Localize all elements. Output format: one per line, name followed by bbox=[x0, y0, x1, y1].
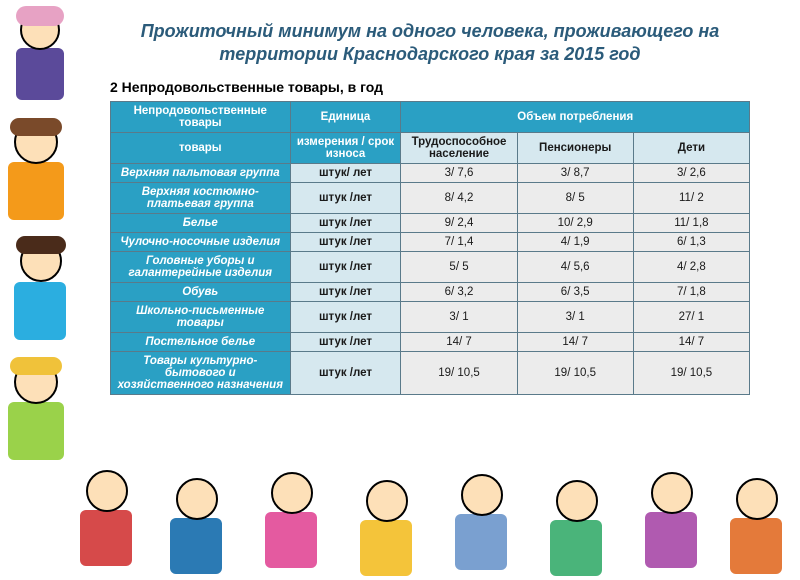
row-val-able: 14/ 7 bbox=[401, 333, 517, 352]
row-label: Верхняя пальтовая группа bbox=[111, 164, 291, 183]
col-goods-sub: товары bbox=[111, 133, 291, 164]
row-val-kids: 3/ 2,6 bbox=[633, 164, 749, 183]
table-header-row-2: товары измерения / срок износа Трудоспос… bbox=[111, 133, 750, 164]
row-val-kids: 27/ 1 bbox=[633, 302, 749, 333]
table-body: Верхняя пальтовая группаштук/ лет3/ 7,63… bbox=[111, 164, 750, 395]
table-header-row-1: Непродовольственные товары Единица Объем… bbox=[111, 102, 750, 133]
row-unit: штук /лет bbox=[290, 302, 401, 333]
row-val-kids: 11/ 1,8 bbox=[633, 214, 749, 233]
row-unit: штук /лет bbox=[290, 283, 401, 302]
table-row: Школьно-письменные товарыштук /лет3/ 13/… bbox=[111, 302, 750, 333]
row-val-pension: 4/ 5,6 bbox=[517, 252, 633, 283]
col-volume: Объем потребления bbox=[401, 102, 750, 133]
row-unit: штук /лет bbox=[290, 214, 401, 233]
col-kids: Дети bbox=[633, 133, 749, 164]
col-pension: Пенсионеры bbox=[517, 133, 633, 164]
title-line-1: Прожиточный минимум на одного человека, … bbox=[141, 21, 720, 41]
row-val-pension: 10/ 2,9 bbox=[517, 214, 633, 233]
row-val-kids: 19/ 10,5 bbox=[633, 352, 749, 395]
table-row: Верхняя костюмно-платьевая группаштук /л… bbox=[111, 183, 750, 214]
row-unit: штук /лет bbox=[290, 352, 401, 395]
row-val-able: 9/ 2,4 bbox=[401, 214, 517, 233]
row-label: Товары культурно-бытового и хозяйственно… bbox=[111, 352, 291, 395]
row-val-able: 5/ 5 bbox=[401, 252, 517, 283]
table-row: Бельештук /лет9/ 2,410/ 2,911/ 1,8 bbox=[111, 214, 750, 233]
row-unit: штук /лет bbox=[290, 183, 401, 214]
row-label: Верхняя костюмно-платьевая группа bbox=[111, 183, 291, 214]
table-row: Товары культурно-бытового и хозяйственно… bbox=[111, 352, 750, 395]
col-goods: Непродовольственные товары bbox=[111, 102, 291, 133]
col-able: Трудоспособное население bbox=[401, 133, 517, 164]
row-val-able: 6/ 3,2 bbox=[401, 283, 517, 302]
row-val-able: 3/ 1 bbox=[401, 302, 517, 333]
row-val-pension: 3/ 1 bbox=[517, 302, 633, 333]
row-val-kids: 11/ 2 bbox=[633, 183, 749, 214]
table-row: Чулочно-носочные изделияштук /лет7/ 1,44… bbox=[111, 233, 750, 252]
row-label: Обувь bbox=[111, 283, 291, 302]
row-val-pension: 4/ 1,9 bbox=[517, 233, 633, 252]
row-unit: штук /лет bbox=[290, 233, 401, 252]
row-unit: штук /лет bbox=[290, 333, 401, 352]
row-label: Головные уборы и галантерейные изделия bbox=[111, 252, 291, 283]
row-unit: штук /лет bbox=[290, 252, 401, 283]
row-val-able: 7/ 1,4 bbox=[401, 233, 517, 252]
row-val-able: 3/ 7,6 bbox=[401, 164, 517, 183]
section-heading: 2 Непродовольственные товары, в год bbox=[110, 79, 750, 95]
page-title: Прожиточный минимум на одного человека, … bbox=[110, 20, 750, 65]
row-label: Белье bbox=[111, 214, 291, 233]
row-unit: штук/ лет bbox=[290, 164, 401, 183]
row-val-kids: 6/ 1,3 bbox=[633, 233, 749, 252]
table-row: Постельное бельештук /лет14/ 714/ 714/ 7 bbox=[111, 333, 750, 352]
row-val-kids: 7/ 1,8 bbox=[633, 283, 749, 302]
row-val-able: 8/ 4,2 bbox=[401, 183, 517, 214]
row-val-pension: 6/ 3,5 bbox=[517, 283, 633, 302]
row-val-able: 19/ 10,5 bbox=[401, 352, 517, 395]
table-row: Верхняя пальтовая группаштук/ лет3/ 7,63… bbox=[111, 164, 750, 183]
row-val-pension: 14/ 7 bbox=[517, 333, 633, 352]
title-line-2: территории Краснодарского края за 2015 г… bbox=[219, 44, 640, 64]
row-label: Школьно-письменные товары bbox=[111, 302, 291, 333]
row-val-pension: 19/ 10,5 bbox=[517, 352, 633, 395]
table-row: Обувьштук /лет6/ 3,26/ 3,57/ 1,8 bbox=[111, 283, 750, 302]
col-unit-sub: измерения / срок износа bbox=[290, 133, 401, 164]
row-val-kids: 4/ 2,8 bbox=[633, 252, 749, 283]
row-val-kids: 14/ 7 bbox=[633, 333, 749, 352]
row-val-pension: 8/ 5 bbox=[517, 183, 633, 214]
row-label: Постельное белье bbox=[111, 333, 291, 352]
col-unit-top: Единица bbox=[290, 102, 401, 133]
table-row: Головные уборы и галантерейные изделияшт… bbox=[111, 252, 750, 283]
goods-table: Непродовольственные товары Единица Объем… bbox=[110, 101, 750, 395]
row-label: Чулочно-носочные изделия bbox=[111, 233, 291, 252]
row-val-pension: 3/ 8,7 bbox=[517, 164, 633, 183]
